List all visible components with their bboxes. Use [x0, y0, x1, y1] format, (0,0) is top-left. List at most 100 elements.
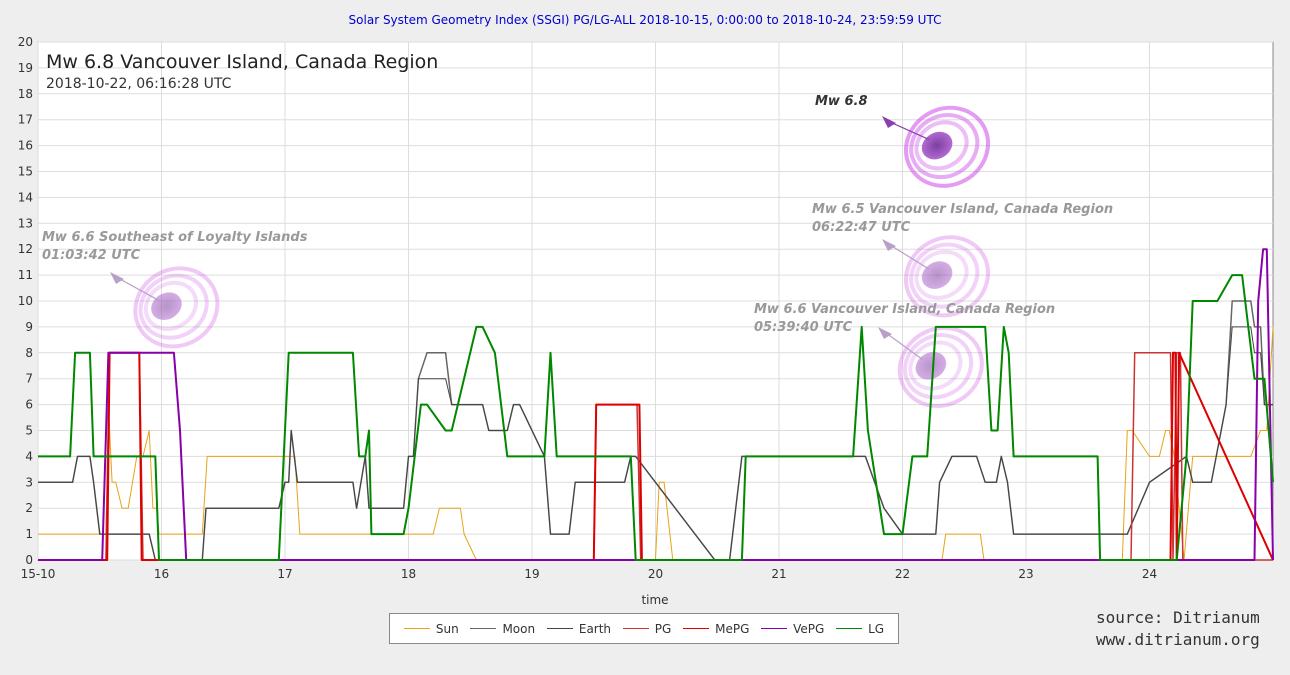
y-tick-label: 1 — [25, 527, 33, 541]
y-tick-label: 9 — [25, 320, 33, 334]
legend-label: LG — [868, 621, 885, 636]
legend-item-moon: Moon — [470, 622, 535, 636]
marker-ring — [914, 249, 969, 300]
x-tick-label: 15-10 — [21, 567, 56, 581]
marker-ring — [909, 242, 980, 309]
series-line-sun — [38, 326, 1274, 561]
marker-core — [921, 131, 953, 160]
event-subtitle: 2018-10-22, 06:16:28 UTC — [46, 76, 232, 92]
annotation-time: 05:39:40 UTC — [754, 320, 853, 335]
y-tick-label: 20 — [18, 35, 33, 49]
marker-ring — [908, 340, 963, 391]
y-tick-label: 5 — [25, 424, 33, 438]
y-tick-label: 2 — [25, 501, 33, 515]
annotation-arrow — [889, 244, 930, 270]
legend-label: Sun — [435, 621, 459, 636]
legend-swatch — [622, 628, 649, 629]
marker-ring — [143, 280, 198, 331]
marker-core — [151, 292, 182, 320]
y-tick-label: 18 — [18, 87, 33, 101]
event-marker-a-mw65 — [903, 235, 991, 318]
legend-swatch — [403, 628, 430, 629]
x-tick-label: 21 — [771, 567, 786, 581]
event-title: Mw 6.8 Vancouver Island, Canada Region — [46, 51, 438, 73]
marker-ring — [914, 120, 969, 171]
source-credit: source: Ditrianum www.ditrianum.org — [1096, 607, 1260, 651]
marker-ring — [133, 266, 220, 349]
annotation-arrowhead — [882, 116, 896, 128]
event-marker-a-mw68 — [903, 105, 991, 188]
y-tick-label: 17 — [18, 113, 33, 127]
legend-swatch — [761, 628, 788, 629]
marker-ring — [897, 325, 984, 408]
series-layer — [38, 248, 1274, 561]
annotation-arrowhead — [878, 327, 892, 339]
y-tick-label: 0 — [25, 553, 33, 567]
event-markers — [133, 105, 991, 408]
legend-label: MePG — [715, 621, 750, 636]
legend-swatch — [470, 628, 497, 629]
annotation-label: Mw 6.8 — [815, 94, 868, 109]
legend-swatch — [546, 628, 573, 629]
x-tick-label: 22 — [895, 567, 910, 581]
x-tick-label: 23 — [1018, 567, 1033, 581]
annotation-label: Mw 6.5 Vancouver Island, Canada Region — [812, 202, 1113, 217]
annotation-arrowhead — [882, 239, 896, 251]
legend-item-earth: Earth — [546, 621, 612, 636]
y-tick-label: 15 — [18, 165, 33, 179]
y-tick-label: 8 — [25, 346, 33, 360]
annotation-time: 06:22:47 UTC — [812, 220, 911, 235]
y-tick-label: 7 — [25, 372, 33, 386]
legend-item-vepg: VePG — [761, 622, 824, 636]
marker-ring — [909, 113, 980, 180]
legend-label: VePG — [793, 621, 825, 636]
x-tick-label: 17 — [277, 567, 292, 581]
legend-label: Moon — [502, 621, 536, 636]
y-tick-label: 16 — [18, 139, 33, 153]
legend-item-pg: PG — [622, 622, 671, 636]
annotation-label: Mw 6.6 Southeast of Loyalty Islands — [42, 230, 308, 245]
annotation-arrow — [117, 277, 159, 301]
y-tick-label: 12 — [18, 242, 33, 256]
source-line-2: www.ditrianum.org — [1096, 630, 1260, 649]
x-tick-label: 24 — [1142, 567, 1157, 581]
event-marker-a-mw66l — [133, 266, 220, 349]
marker-core — [921, 261, 953, 289]
marker-ring — [903, 105, 991, 188]
y-tick-label: 4 — [25, 449, 33, 463]
marker-ring — [138, 273, 209, 340]
annotation-arrow — [885, 332, 924, 361]
event-marker-a-mw66v — [897, 325, 984, 408]
legend-swatch — [836, 628, 863, 629]
annotation-layer: Mw 6.8 Mw 6.5 Vancouver Island, Canada Re… — [42, 94, 1113, 361]
legend-label: Earth — [578, 621, 612, 636]
marker-ring — [903, 333, 974, 400]
x-axis-title: time — [641, 593, 668, 607]
y-tick-label: 13 — [18, 216, 33, 230]
legend-item-sun: Sun — [403, 621, 459, 636]
annotation-arrow — [889, 121, 930, 141]
annotation-arrowhead — [110, 272, 124, 284]
legend-swatch — [683, 628, 710, 629]
annotation-label: Mw 6.6 Vancouver Island, Canada Region — [754, 302, 1055, 317]
source-line-1: source: Ditrianum — [1096, 608, 1260, 627]
x-tick-label: 19 — [524, 567, 539, 581]
y-tick-label: 6 — [25, 398, 33, 412]
x-tick-label: 20 — [648, 567, 663, 581]
y-tick-label: 3 — [25, 475, 33, 489]
legend: Sun Moon Earth PG MePG VePG LG — [389, 613, 899, 644]
y-tick-label: 14 — [18, 190, 33, 204]
x-tick-label: 16 — [154, 567, 169, 581]
y-tick-label: 11 — [18, 268, 33, 282]
y-tick-label: 10 — [18, 294, 33, 308]
y-tick-label: 19 — [18, 61, 33, 75]
legend-item-mepg: MePG — [683, 622, 749, 636]
chart-title: Solar System Geometry Index (SSGI) PG/LG… — [348, 13, 942, 27]
marker-core — [915, 351, 947, 380]
annotation-time: 01:03:42 UTC — [42, 248, 141, 263]
series-line-vepg — [38, 248, 1274, 561]
x-tick-label: 18 — [401, 567, 416, 581]
marker-ring — [903, 235, 991, 318]
